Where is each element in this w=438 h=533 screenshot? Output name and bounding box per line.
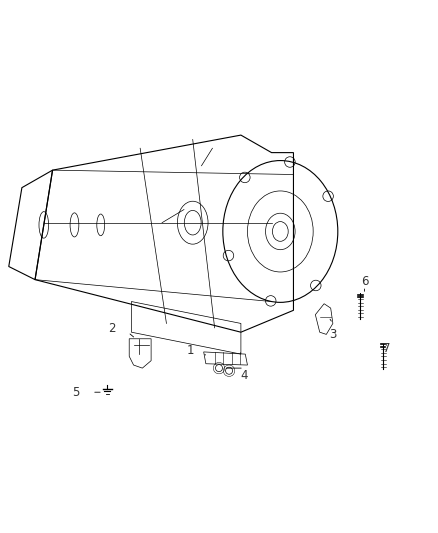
Text: 4: 4 [240, 369, 248, 382]
Text: 3: 3 [329, 328, 336, 341]
Text: 2: 2 [108, 322, 116, 335]
Text: 1: 1 [187, 344, 194, 357]
Text: 5: 5 [72, 386, 79, 399]
Text: 6: 6 [360, 276, 368, 288]
Text: 7: 7 [382, 342, 390, 356]
